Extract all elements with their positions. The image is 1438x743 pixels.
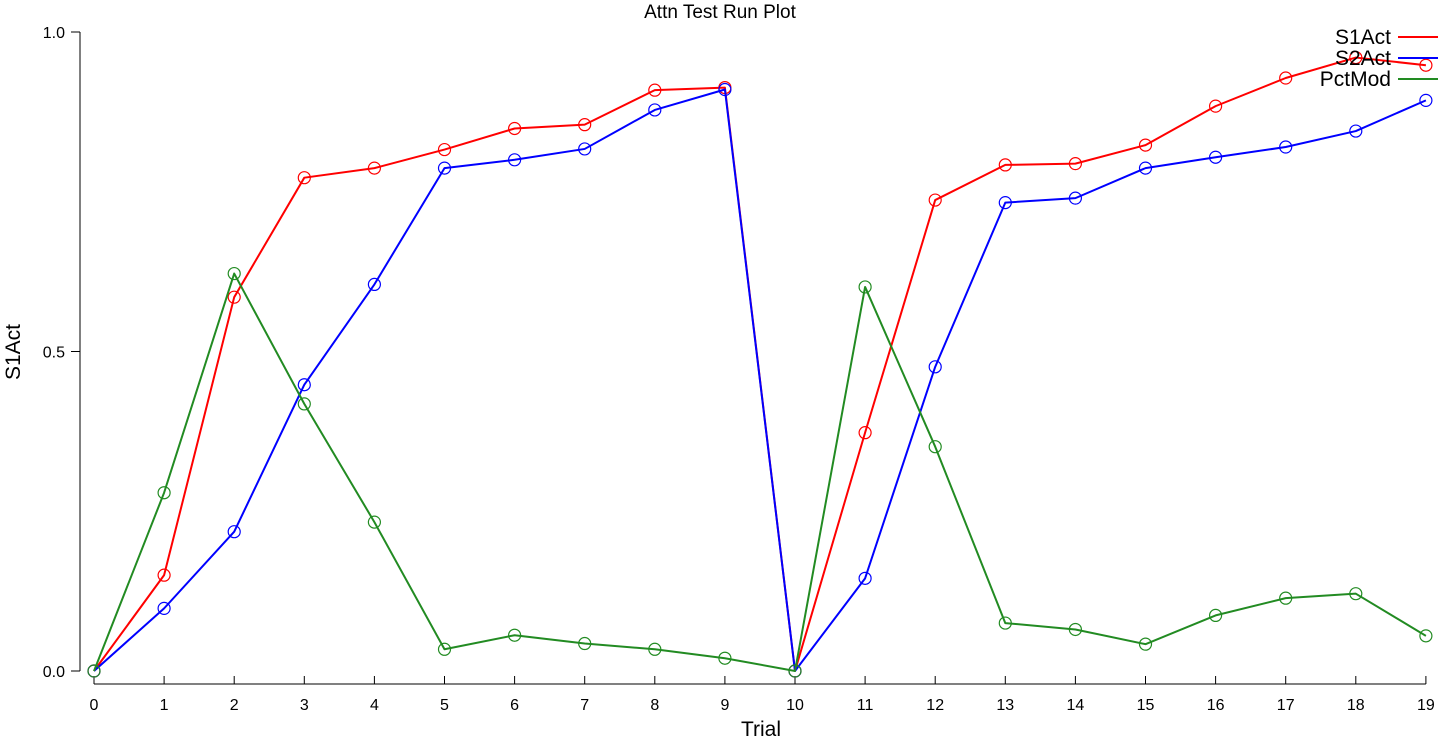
data-point-s1act [1419,58,1433,72]
data-point-s2act [578,142,592,156]
data-point-pctmod [157,486,171,500]
data-point-s1act [648,83,662,97]
x-tick-label: 13 [996,697,1014,714]
data-point-s2act [1208,150,1223,164]
x-tick-label: 17 [1277,697,1295,714]
legend-label-pctmod: PctMod [1320,68,1391,91]
data-point-s1act [998,158,1012,172]
y-tick-label: 0.5 [43,345,65,362]
data-point-pctmod [788,664,802,678]
x-tick-label: 10 [786,697,804,714]
data-point-s2act [1419,93,1433,107]
data-point-pctmod [367,515,381,529]
x-tick-label: 3 [300,697,309,714]
x-tick-label: 12 [926,697,944,714]
data-point-s2act [507,153,522,167]
data-point-s1act [227,290,241,304]
data-point-s1act [297,171,311,185]
data-point-s2act [718,82,732,97]
data-point-pctmod [1068,622,1083,637]
series-s1act [87,50,1433,678]
data-point-s2act [437,161,452,175]
series-pctmod [87,266,1433,678]
y-tick-label: 1.0 [43,25,65,42]
data-point-s2act [648,103,662,117]
data-point-pctmod [227,266,241,281]
x-tick-label: 8 [650,697,659,714]
data-point-pctmod [1349,587,1363,601]
data-point-pctmod [507,628,522,642]
plot-area [87,50,1433,678]
data-point-s2act [998,196,1012,210]
series-s2act [87,82,1433,678]
series-line-pctmod [93,272,1427,672]
data-point-s2act [367,277,381,292]
data-point-s2act [1068,191,1083,205]
data-point-s2act [157,601,171,615]
data-point-pctmod [87,664,101,678]
x-tick-label: 1 [160,697,169,714]
data-point-pctmod [437,642,452,656]
axes: 0.00.51.00 1 2 3 4 5 6 7 8 9 10 11 12 13 14 15 16 17 18 19 [43,25,1435,714]
x-tick-label: 16 [1207,697,1225,714]
x-tick-label: 9 [720,697,729,714]
series-line-s1act [93,56,1427,672]
x-tick-label: 0 [90,697,99,714]
data-point-pctmod [648,642,662,656]
data-point-s1act [1138,138,1153,152]
chart-title: Attn Test Run Plot [644,2,796,23]
data-point-s1act [1349,50,1363,65]
data-point-pctmod [1138,637,1153,651]
data-point-pctmod [998,616,1012,630]
data-point-s1act [1068,157,1083,171]
x-tick-label: 14 [1067,697,1085,714]
y-tick-label: 0.0 [43,664,65,681]
data-point-pctmod [718,651,732,665]
data-point-s1act [1208,99,1223,113]
data-point-s1act [507,121,522,136]
data-point-s1act [578,118,592,132]
legend-label-s2act: S2Act [1335,47,1391,70]
x-tick-label: 2 [230,697,239,714]
data-point-s1act [858,426,872,440]
data-point-pctmod [928,440,942,454]
x-tick-label: 7 [580,697,589,714]
x-tick-label: 18 [1347,697,1365,714]
data-point-pctmod [1279,591,1293,605]
data-point-pctmod [858,280,872,294]
x-tick-label: 4 [370,697,379,714]
legend-label-s1act: S1Act [1335,26,1391,49]
data-point-s2act [858,571,872,585]
x-axis-label: Trial [741,718,781,741]
x-tick-label: 6 [510,697,519,714]
data-point-s1act [157,568,171,582]
data-point-pctmod [1419,629,1433,643]
data-point-s2act [1279,140,1293,154]
x-tick-label: 19 [1417,697,1435,714]
data-point-pctmod [1208,608,1223,623]
data-point-pctmod [297,397,311,411]
data-point-s1act [437,142,452,157]
series-line-s2act [93,88,1427,672]
x-tick-label: 5 [440,697,449,714]
data-point-s1act [367,161,381,175]
data-point-s1act [1279,71,1293,85]
data-point-s2act [1349,124,1363,138]
data-point-s2act [227,525,241,539]
x-tick-label: 15 [1137,697,1155,714]
data-point-s2act [928,360,942,374]
y-axis-label: S1Act [2,324,25,380]
x-tick-label: 11 [857,697,874,714]
data-point-s1act [928,193,942,207]
data-point-pctmod [578,636,592,651]
data-point-s2act [297,378,311,392]
data-point-s2act [1138,161,1153,175]
